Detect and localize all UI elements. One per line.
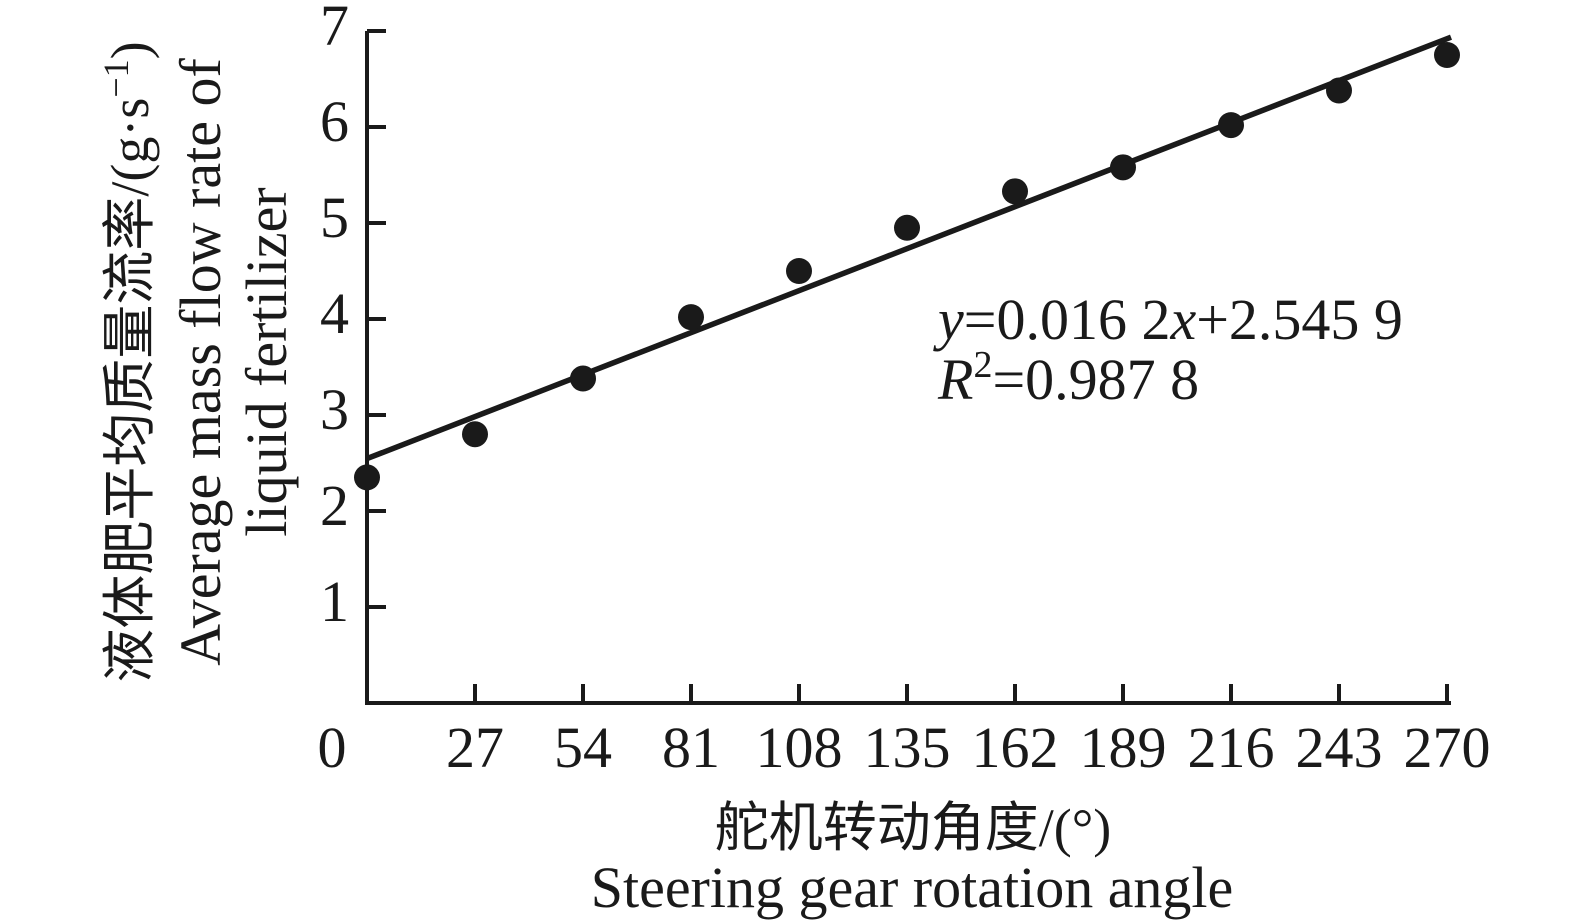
tick-labels: 1 2 3 4 5 6 7 0 27 54 81 108 135 162 189 216 243 270 xyxy=(318,0,1491,780)
x-tick-label: 216 xyxy=(1188,715,1275,780)
fit-line xyxy=(366,34,1452,462)
x-tick-label: 54 xyxy=(554,715,612,780)
x-tick-label: 27 xyxy=(446,715,504,780)
data-point xyxy=(1218,112,1244,139)
x-tick-label: 81 xyxy=(662,715,720,780)
y-tick-label: 3 xyxy=(320,377,349,442)
data-points xyxy=(354,42,1460,491)
x-tick-label: 189 xyxy=(1080,715,1167,780)
data-point xyxy=(1326,77,1352,104)
fit-equation: y=0.016 2x+2.545 9 xyxy=(933,287,1403,352)
x-axis-label-zh: 舵机转动角度/(°) xyxy=(715,798,1112,858)
x-tick-label: 243 xyxy=(1296,715,1383,780)
x-axis-label-en: Steering gear rotation angle xyxy=(591,855,1234,920)
y-axis-label-en-line1: Average mass flow rate of xyxy=(168,57,233,665)
data-point xyxy=(678,304,704,331)
data-point xyxy=(894,214,920,241)
axes xyxy=(365,29,1451,705)
y-tick-label: 2 xyxy=(320,473,349,538)
x-tick-label: 135 xyxy=(864,715,951,780)
data-point xyxy=(354,464,380,491)
axis-spine xyxy=(365,31,1451,705)
x-tick-label: 270 xyxy=(1404,715,1491,780)
data-point xyxy=(786,258,812,284)
y-tick-label: 1 xyxy=(320,569,349,634)
data-point xyxy=(1002,178,1028,205)
x-tick-label: 162 xyxy=(972,715,1059,780)
x-tick-label: 0 xyxy=(318,715,347,780)
y-tick-label: 4 xyxy=(320,281,349,346)
data-point xyxy=(1434,42,1460,68)
y-tick-label: 5 xyxy=(320,185,349,250)
y-axis-label-en-line2: liquid fertilizer xyxy=(234,187,299,536)
fit-line-group xyxy=(366,34,1452,462)
data-point xyxy=(570,365,596,392)
data-point xyxy=(1110,154,1136,181)
r-squared: R2=0.987 8 xyxy=(937,344,1199,412)
x-tick-label: 108 xyxy=(756,715,843,780)
y-tick-label: 7 xyxy=(320,0,349,58)
y-tick-label: 6 xyxy=(320,89,349,154)
y-axis-label-zh: 液体肥平均质量流率/(g·s−1) xyxy=(96,41,160,682)
data-point xyxy=(462,421,488,448)
